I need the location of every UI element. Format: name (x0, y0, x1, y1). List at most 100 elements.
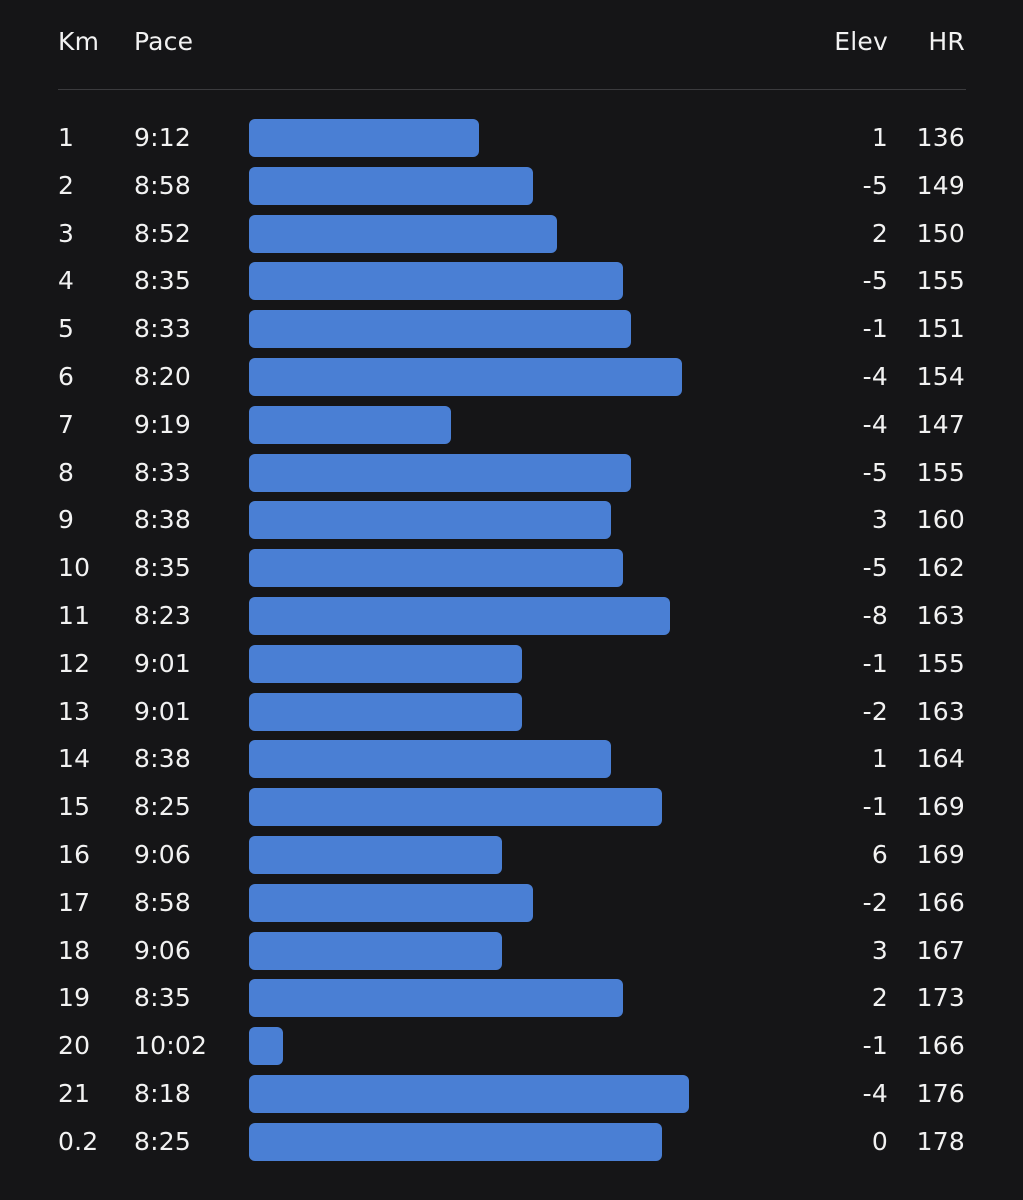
split-elevation: -1 (862, 792, 888, 821)
split-pace: 9:06 (134, 840, 191, 869)
header-divider (58, 89, 966, 90)
split-pace: 9:01 (134, 697, 191, 726)
split-pace: 8:25 (134, 1127, 191, 1156)
pace-bar (249, 932, 502, 970)
split-pace: 9:06 (134, 936, 191, 965)
pace-bar (249, 501, 611, 539)
split-km: 5 (58, 314, 75, 343)
split-pace: 9:12 (134, 123, 191, 152)
split-pace: 8:35 (134, 553, 191, 582)
pace-bar (249, 979, 623, 1017)
split-km: 4 (58, 266, 75, 295)
split-elevation: -8 (862, 601, 888, 630)
elev-column-header: Elev (834, 27, 888, 56)
split-km: 2 (58, 171, 75, 200)
split-elevation: 2 (871, 219, 888, 248)
split-km: 15 (58, 792, 91, 821)
hr-column-header: HR (928, 27, 965, 56)
split-elevation: -2 (862, 697, 888, 726)
split-elevation: -5 (862, 553, 888, 582)
split-heart-rate: 173 (916, 983, 965, 1012)
split-pace: 9:01 (134, 649, 191, 678)
pace-bar (249, 645, 522, 683)
split-pace: 8:58 (134, 171, 191, 200)
split-km: 20 (58, 1031, 91, 1060)
split-km: 10 (58, 553, 91, 582)
split-heart-rate: 176 (916, 1079, 965, 1108)
split-elevation: 1 (871, 744, 888, 773)
split-km: 12 (58, 649, 91, 678)
split-km: 14 (58, 744, 91, 773)
split-heart-rate: 147 (916, 410, 965, 439)
split-pace: 8:58 (134, 888, 191, 917)
split-heart-rate: 166 (916, 1031, 965, 1060)
pace-bar (249, 215, 557, 253)
split-km: 1 (58, 123, 75, 152)
split-elevation: -4 (862, 362, 888, 391)
split-km: 18 (58, 936, 91, 965)
split-pace: 10:02 (134, 1031, 208, 1060)
split-pace: 8:25 (134, 792, 191, 821)
split-pace: 8:33 (134, 458, 191, 487)
split-heart-rate: 155 (916, 266, 965, 295)
split-pace: 8:20 (134, 362, 191, 391)
split-elevation: 6 (871, 840, 888, 869)
split-km: 0.2 (58, 1127, 99, 1156)
pace-bar (249, 454, 631, 492)
split-elevation: -1 (862, 1031, 888, 1060)
split-km: 11 (58, 601, 91, 630)
pace-column-header: Pace (134, 27, 194, 56)
split-elevation: -5 (862, 458, 888, 487)
split-heart-rate: 163 (916, 697, 965, 726)
split-elevation: -1 (862, 649, 888, 678)
pace-bar (249, 119, 479, 157)
pace-bar (249, 1075, 689, 1113)
split-elevation: -1 (862, 314, 888, 343)
split-heart-rate: 178 (916, 1127, 965, 1156)
pace-bar (249, 1027, 283, 1065)
split-heart-rate: 167 (916, 936, 965, 965)
split-heart-rate: 149 (916, 171, 965, 200)
split-heart-rate: 160 (916, 505, 965, 534)
split-pace: 8:18 (134, 1079, 191, 1108)
pace-bar (249, 788, 662, 826)
split-km: 9 (58, 505, 75, 534)
split-heart-rate: 166 (916, 888, 965, 917)
pace-bar (249, 358, 682, 396)
pace-bar (249, 1123, 662, 1161)
pace-bar (249, 262, 623, 300)
pace-bar (249, 836, 502, 874)
split-heart-rate: 151 (916, 314, 965, 343)
split-km: 13 (58, 697, 91, 726)
split-elevation: 3 (871, 936, 888, 965)
km-column-header: Km (58, 27, 100, 56)
split-km: 8 (58, 458, 75, 487)
split-heart-rate: 163 (916, 601, 965, 630)
split-km: 6 (58, 362, 75, 391)
pace-bar (249, 884, 533, 922)
split-elevation: -2 (862, 888, 888, 917)
split-km: 17 (58, 888, 91, 917)
pace-bar (249, 167, 533, 205)
split-pace: 8:35 (134, 983, 191, 1012)
split-elevation: -5 (862, 266, 888, 295)
split-pace: 8:33 (134, 314, 191, 343)
split-elevation: -4 (862, 410, 888, 439)
split-pace: 9:19 (134, 410, 191, 439)
split-heart-rate: 169 (916, 792, 965, 821)
split-pace: 8:38 (134, 505, 191, 534)
split-km: 7 (58, 410, 75, 439)
split-pace: 8:52 (134, 219, 191, 248)
pace-bar (249, 549, 623, 587)
pace-bar (249, 310, 631, 348)
split-heart-rate: 155 (916, 458, 965, 487)
split-elevation: 0 (871, 1127, 888, 1156)
split-elevation: -4 (862, 1079, 888, 1108)
split-elevation: 1 (871, 123, 888, 152)
split-pace: 8:35 (134, 266, 191, 295)
split-heart-rate: 154 (916, 362, 965, 391)
split-km: 16 (58, 840, 91, 869)
split-elevation: 3 (871, 505, 888, 534)
split-km: 19 (58, 983, 91, 1012)
